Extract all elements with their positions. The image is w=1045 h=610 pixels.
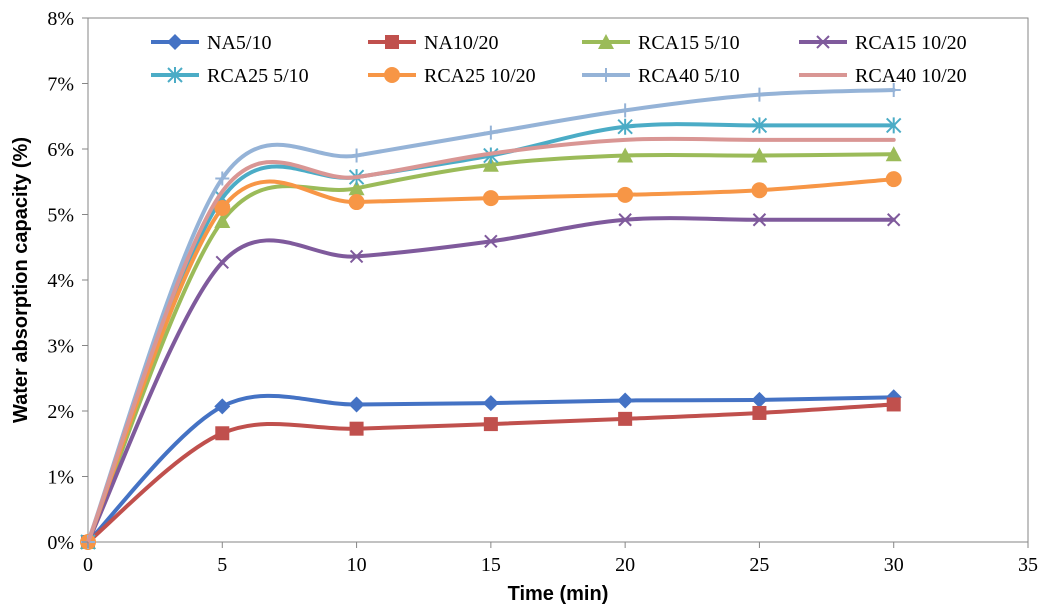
data-point xyxy=(752,405,767,420)
data-point xyxy=(484,234,498,249)
x-tick-label: 20 xyxy=(615,554,635,576)
plot-area xyxy=(87,17,1029,543)
series-rca25-5-10 xyxy=(80,117,902,550)
legend-label: RCA40 10/20 xyxy=(855,65,967,87)
legend-item-na5-10: NA5/10 xyxy=(151,32,271,54)
series-rca40-10-20 xyxy=(86,136,896,544)
data-point xyxy=(752,87,767,102)
legend-item-na10-20: NA10/20 xyxy=(368,32,498,54)
legend-item-rca40-10-20: RCA40 10/20 xyxy=(799,65,967,87)
x-tick-label: 0 xyxy=(83,554,93,576)
data-point xyxy=(885,171,902,188)
legend-label: RCA15 5/10 xyxy=(638,32,740,54)
y-tick-label: 2% xyxy=(47,401,74,423)
data-point xyxy=(618,103,633,118)
data-point xyxy=(617,392,634,409)
series-line xyxy=(86,152,896,544)
data-point xyxy=(348,194,365,211)
data-point xyxy=(214,199,231,216)
legend-item-rca25-10-20: RCA25 10/20 xyxy=(368,65,536,87)
y-tick-label: 6% xyxy=(47,139,74,161)
data-point xyxy=(751,147,768,163)
legend-item-rca40-5-10: RCA40 5/10 xyxy=(582,65,740,87)
data-point xyxy=(482,156,499,172)
legend-marker xyxy=(384,67,400,83)
data-point xyxy=(214,398,231,415)
legend-label: NA10/20 xyxy=(424,32,498,54)
legend-label: NA5/10 xyxy=(207,32,271,54)
data-point xyxy=(482,190,499,207)
legend-label: RCA15 10/20 xyxy=(855,32,967,54)
legend-label: RCA40 5/10 xyxy=(638,65,740,87)
data-point xyxy=(215,426,230,441)
data-point xyxy=(617,186,634,203)
series-line xyxy=(86,177,896,544)
data-point xyxy=(215,255,229,270)
data-point xyxy=(349,249,364,264)
data-point xyxy=(348,396,365,413)
y-tick-label: 8% xyxy=(47,8,74,30)
series-layer xyxy=(80,83,902,550)
series-rca15-10-20 xyxy=(81,213,901,549)
series-rca40-5-10 xyxy=(81,83,901,549)
series-line xyxy=(86,136,896,544)
series-line xyxy=(86,216,896,544)
y-tick-label: 4% xyxy=(47,270,74,292)
y-tick-label: 0% xyxy=(47,532,74,554)
data-point xyxy=(886,397,901,412)
series-line xyxy=(86,88,896,544)
series-rca25-10-20 xyxy=(80,171,902,550)
x-tick-label: 25 xyxy=(749,554,769,576)
legend-item-rca15-10-20: RCA15 10/20 xyxy=(799,32,967,54)
data-point xyxy=(617,147,634,163)
data-point xyxy=(618,213,632,227)
data-point xyxy=(887,213,901,227)
axes-layer: 0% 1% 2% 3% 4% 5% 6% 7% 8% 0 5 10 15 20 25 30 35 xyxy=(47,8,1038,576)
data-point xyxy=(885,146,902,162)
legend-marker xyxy=(167,67,183,83)
x-tick-label: 5 xyxy=(217,554,227,576)
data-point xyxy=(349,421,364,436)
series-rca15-5-10 xyxy=(80,146,902,549)
data-point xyxy=(617,118,633,135)
x-tick-label: 15 xyxy=(481,554,501,576)
data-point xyxy=(215,171,230,186)
legend-marker xyxy=(598,34,614,49)
data-point xyxy=(751,182,768,199)
x-tick-label: 30 xyxy=(884,554,904,576)
data-point xyxy=(348,180,365,196)
legend-marker xyxy=(385,35,399,49)
series-line xyxy=(86,122,896,544)
data-point xyxy=(349,148,364,163)
legend-label: RCA25 5/10 xyxy=(207,65,309,87)
legend-item-rca25-5-10: RCA25 5/10 xyxy=(151,65,309,87)
data-point xyxy=(483,125,498,140)
data-point xyxy=(482,395,499,412)
x-tick-label: 35 xyxy=(1018,554,1038,576)
data-point xyxy=(483,417,498,432)
legend-marker xyxy=(599,68,613,82)
legend-item-rca15-5-10: RCA15 5/10 xyxy=(582,32,740,54)
data-point xyxy=(886,83,901,98)
data-point xyxy=(618,411,633,426)
y-tick-label: 7% xyxy=(47,74,74,96)
data-point xyxy=(751,117,768,134)
data-point xyxy=(214,213,231,229)
data-point xyxy=(751,391,768,408)
y-tick-label: 1% xyxy=(47,467,74,489)
x-axis-title: Time (min) xyxy=(508,583,609,605)
plot-frame xyxy=(87,17,1029,543)
y-axis-title: Water absorption capacity (%) xyxy=(10,137,32,423)
legend-label: RCA25 10/20 xyxy=(424,65,536,87)
x-tick-label: 10 xyxy=(347,554,367,576)
y-tick-label: 5% xyxy=(47,205,74,227)
data-point xyxy=(752,213,767,227)
legend-marker xyxy=(167,34,183,50)
legend-marker xyxy=(816,35,830,49)
legend: NA5/10 NA10/20 RCA15 5/10 RCA15 10/20 RCA25 … xyxy=(151,32,967,87)
y-tick-label: 3% xyxy=(47,336,74,358)
data-point xyxy=(886,117,902,134)
